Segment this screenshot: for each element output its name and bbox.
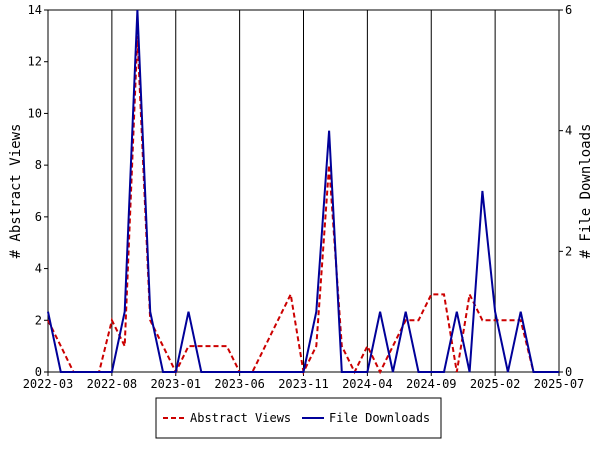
y-axis-title-left: # Abstract Views <box>8 124 24 259</box>
y-tick-label-right: 4 <box>565 124 572 138</box>
x-tick-label: 2023-01 <box>150 377 201 391</box>
tick-layer: 2022-03 2022-08 2023-01 2023-06 2023-11 2024-… <box>23 3 585 391</box>
y-tick-label-left: 10 <box>28 106 42 120</box>
legend: Abstract Views File Downloads <box>155 397 442 439</box>
legend-box <box>155 397 442 439</box>
x-tick-label: 2024-04 <box>342 377 393 391</box>
y-axis-title-right: # File Downloads <box>578 124 594 259</box>
series-line-file-downloads <box>47 9 559 373</box>
x-tick-label: 2022-03 <box>23 377 74 391</box>
y-tick-label-left: 8 <box>35 158 42 172</box>
legend-label-abstract-views: Abstract Views <box>190 411 291 425</box>
x-tick-label: 2022-08 <box>87 377 138 391</box>
y-tick-label-right: 0 <box>565 365 572 379</box>
series-layer <box>47 9 559 376</box>
y-tick-label-right: 2 <box>565 244 572 258</box>
y-tick-label-left: 0 <box>35 365 42 379</box>
y-tick-label-left: 6 <box>35 210 42 224</box>
x-tick-label: 2025-07 <box>534 377 585 391</box>
x-tick-label: 2024-09 <box>406 377 457 391</box>
legend-label-file-downloads: File Downloads <box>329 411 430 425</box>
y-tick-label-left: 2 <box>35 313 42 327</box>
y-tick-label-left: 4 <box>35 262 42 276</box>
x-tick-label: 2023-06 <box>214 377 265 391</box>
x-tick-label: 2025-02 <box>470 377 521 391</box>
y-tick-label-left: 14 <box>28 3 42 17</box>
y-tick-label-left: 12 <box>28 55 42 69</box>
y-tick-label-right: 6 <box>565 3 572 17</box>
x-tick-label: 2023-11 <box>278 377 329 391</box>
